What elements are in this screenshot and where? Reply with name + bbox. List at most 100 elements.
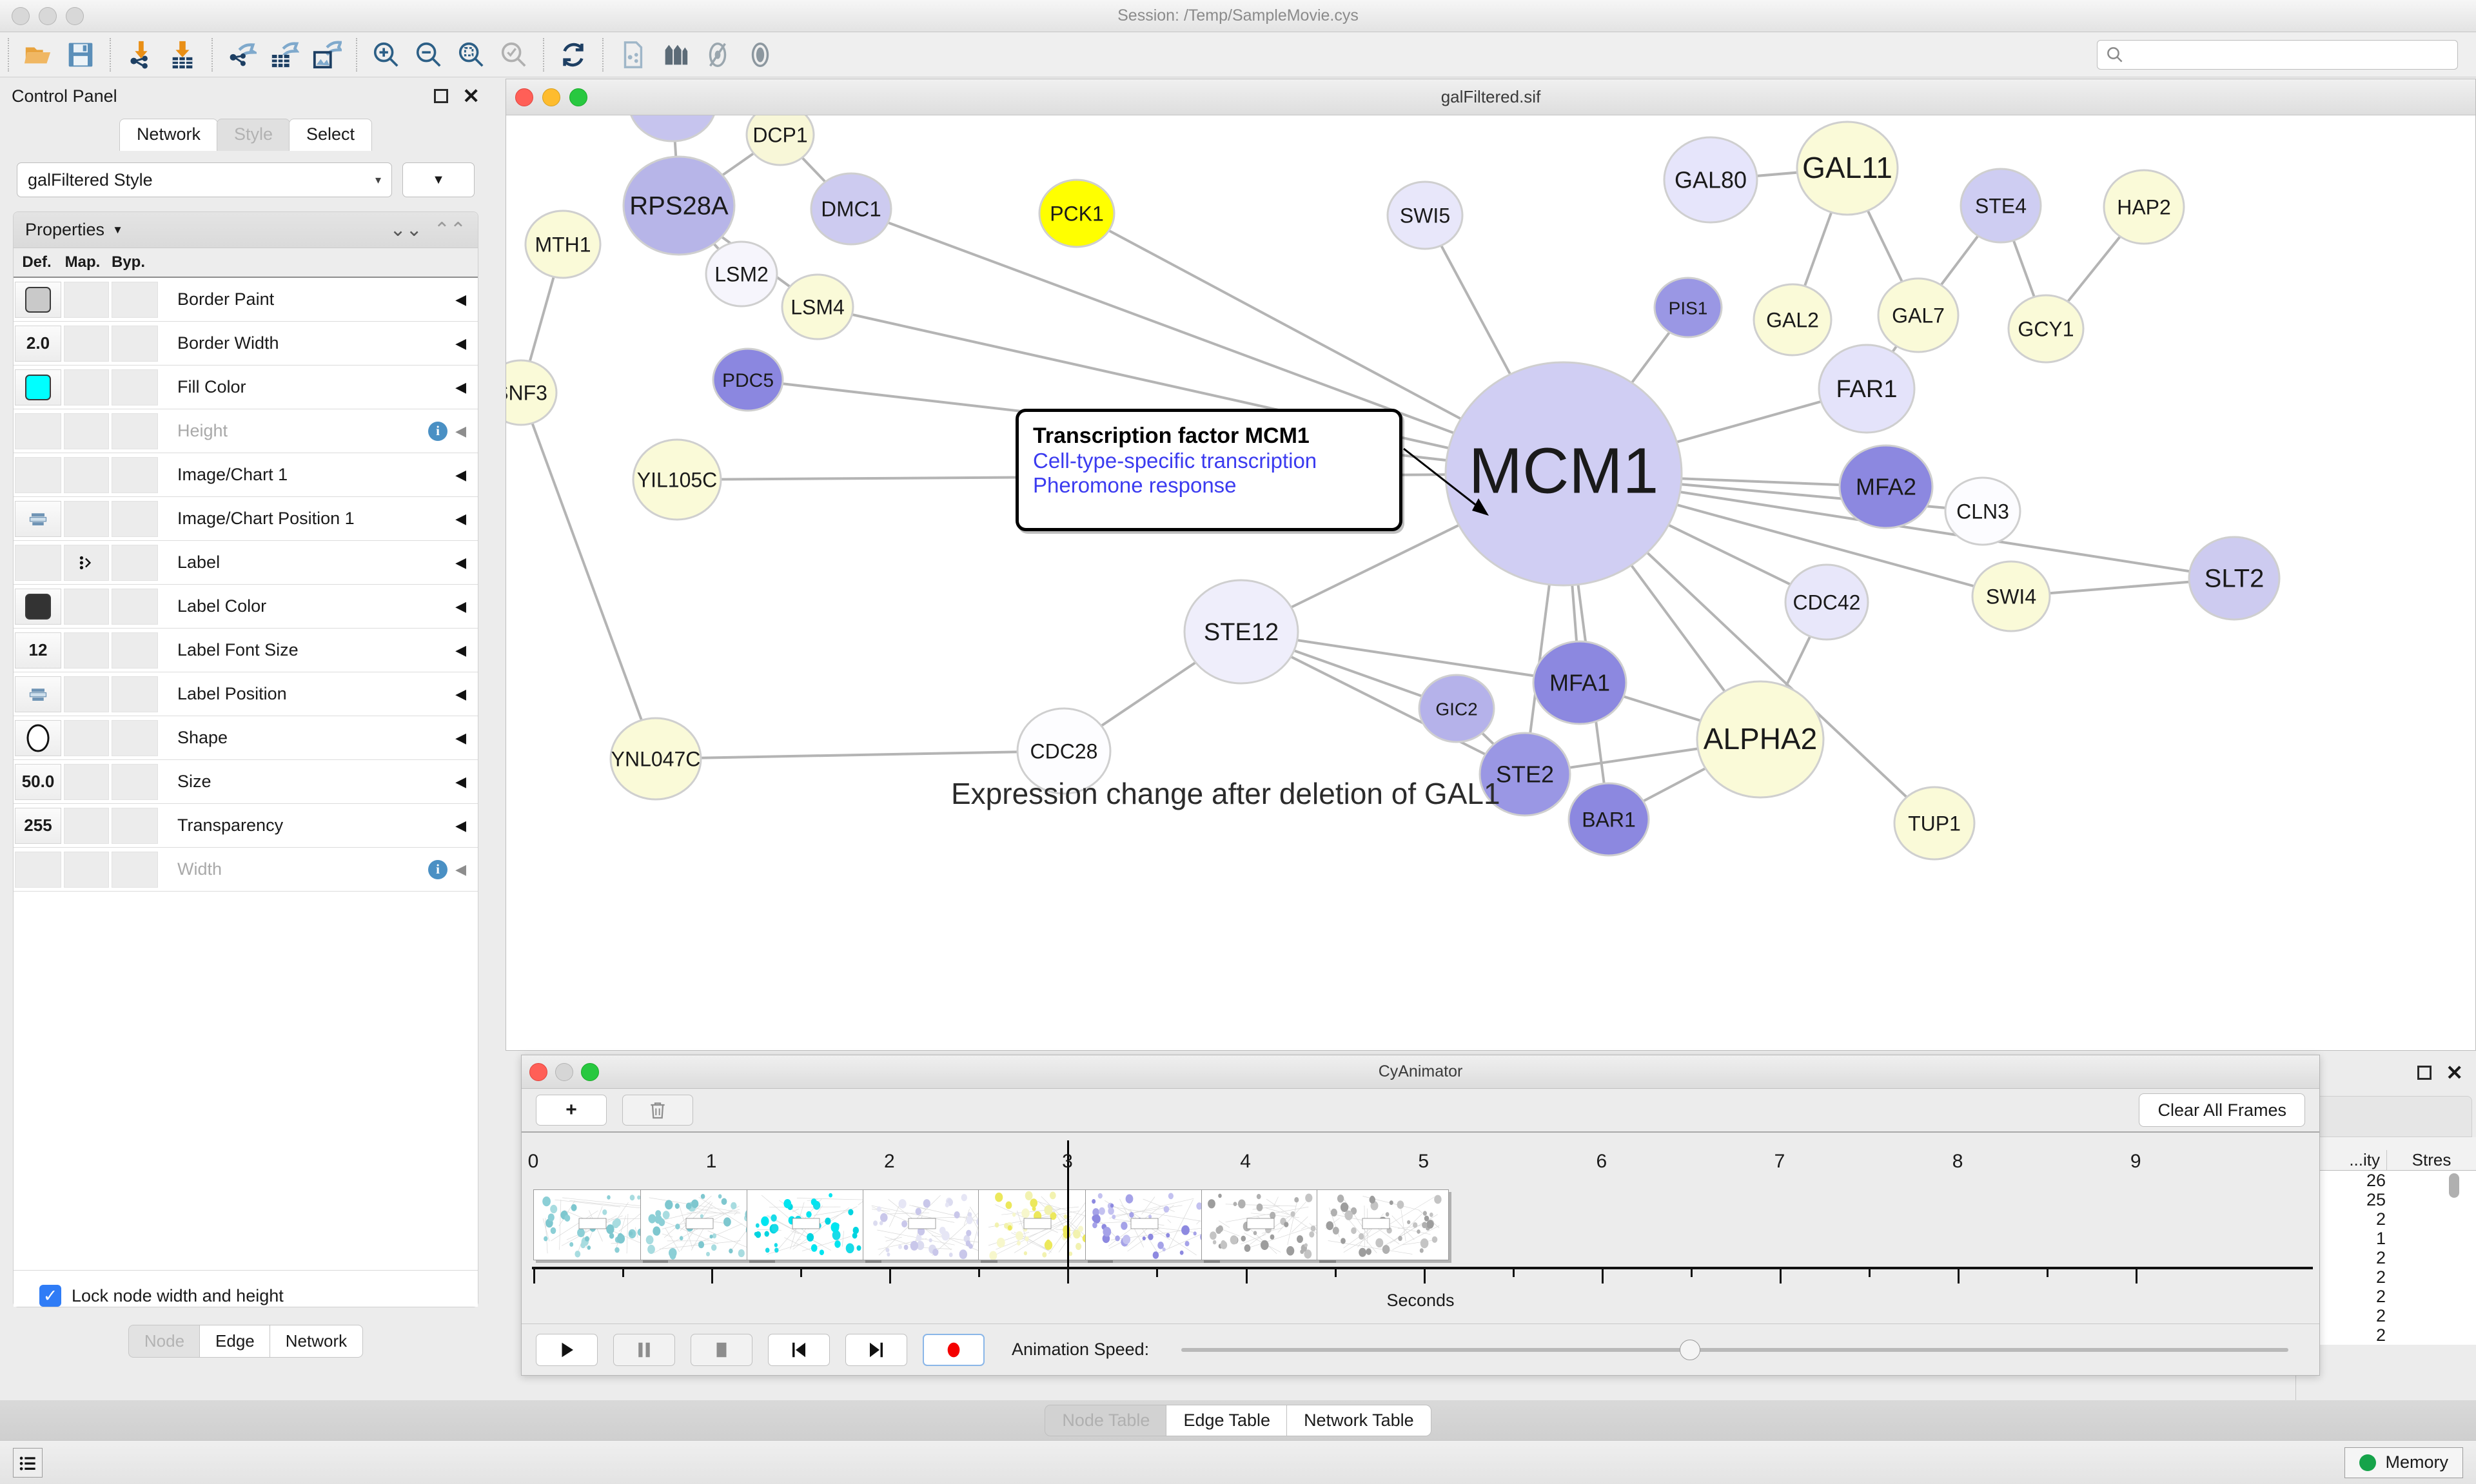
network-node[interactable]: CLN3 <box>1944 476 2021 546</box>
network-node[interactable]: YNL047C <box>609 717 702 801</box>
tab-network-table[interactable]: Network Table <box>1286 1404 1431 1436</box>
network-node[interactable]: GIC2 <box>1418 674 1495 743</box>
zoom-out-icon[interactable] <box>408 36 450 73</box>
network-node[interactable]: GAL80 <box>1663 136 1758 224</box>
table-row[interactable]: 1 <box>2375 1229 2386 1248</box>
table-column-centrality[interactable]: ...ity <box>2349 1150 2380 1169</box>
expand-arrow-icon[interactable]: ◀ <box>455 598 466 614</box>
property-bypass-cell[interactable] <box>112 851 158 888</box>
color-swatch[interactable] <box>25 593 51 620</box>
property-bypass-cell[interactable] <box>112 763 158 800</box>
network-node[interactable]: SWI5 <box>1386 181 1464 250</box>
network-node[interactable]: PIS1 <box>1653 277 1723 338</box>
timeline-frame[interactable] <box>1085 1189 1218 1260</box>
expand-arrow-icon[interactable]: ◀ <box>455 422 466 439</box>
window-traffic-lights[interactable] <box>12 6 84 25</box>
property-row[interactable]: Image/Chart 1 ◀ <box>14 453 478 497</box>
network-nodes[interactable]: RPS28B DCP1 RPS28A DMC1 PCK1 SWI5 GAL80 GAL11 ST… <box>506 115 2281 861</box>
network-node[interactable]: CDC42 <box>1784 563 1869 641</box>
property-bypass-cell[interactable] <box>112 500 158 537</box>
network-node[interactable]: GAL11 <box>1796 121 1899 216</box>
property-bypass-cell[interactable] <box>112 719 158 756</box>
property-mapping-cell[interactable] <box>64 851 109 888</box>
expand-arrow-icon[interactable]: ◀ <box>455 378 466 395</box>
stop-button[interactable] <box>691 1333 752 1366</box>
expand-arrow-icon[interactable]: ◀ <box>455 641 466 658</box>
zoom-fit-selected-icon[interactable] <box>450 36 493 73</box>
property-default-cell[interactable] <box>15 281 61 318</box>
collapse-all-icon[interactable]: ⌄⌄ <box>389 219 422 240</box>
play-button[interactable] <box>536 1333 598 1366</box>
zoom-in-icon[interactable] <box>365 36 408 73</box>
layout-icon[interactable] <box>654 36 696 73</box>
annotation-box[interactable]: Transcription factor MCM1 Cell-type-spec… <box>1016 409 1402 531</box>
style-options-button[interactable]: ▼ <box>402 162 475 197</box>
network-node[interactable]: RPS28A <box>622 155 736 256</box>
property-row[interactable]: Fill Color ◀ <box>14 366 478 409</box>
property-mapping-cell[interactable] <box>64 632 109 669</box>
property-mapping-cell[interactable] <box>64 456 109 493</box>
cp-tab-edge[interactable]: Edge <box>199 1324 271 1358</box>
expand-arrow-icon[interactable]: ◀ <box>455 729 466 746</box>
hide-icon[interactable] <box>696 36 739 73</box>
expand-arrow-icon[interactable]: ◀ <box>455 510 466 527</box>
network-node[interactable]: PDC5 <box>712 347 784 412</box>
network-node[interactable]: HAP2 <box>2103 169 2185 245</box>
network-canvas[interactable]: RPS28B DCP1 RPS28A DMC1 PCK1 SWI5 GAL80 GAL11 ST… <box>506 115 2475 1050</box>
property-default-cell[interactable]: 255 <box>15 807 61 844</box>
property-row[interactable]: 12 Label Font Size ◀ <box>14 629 478 672</box>
network-node[interactable]: LSM2 <box>705 240 778 308</box>
property-default-cell[interactable] <box>15 719 61 756</box>
property-mapping-cell[interactable] <box>64 676 109 712</box>
record-button[interactable] <box>923 1333 985 1366</box>
network-node[interactable]: STE12 <box>1183 579 1299 685</box>
cp-tab-network[interactable]: Network <box>269 1324 364 1358</box>
table-row[interactable]: 2 <box>2375 1267 2386 1287</box>
expand-arrow-icon[interactable]: ◀ <box>455 773 466 790</box>
property-mapping-cell[interactable] <box>64 413 109 449</box>
network-node[interactable]: DMC1 <box>810 172 892 246</box>
expand-arrow-icon[interactable]: ◀ <box>455 685 466 702</box>
export-image-icon[interactable] <box>306 36 348 73</box>
table-row[interactable]: 2 <box>2375 1325 2386 1345</box>
property-mapping-cell[interactable] <box>64 763 109 800</box>
property-row[interactable]: Width i ◀ <box>14 848 478 892</box>
network-node[interactable]: GAL2 <box>1753 283 1832 356</box>
property-row[interactable]: Shape ◀ <box>14 716 478 760</box>
slider-knob[interactable] <box>1679 1339 1700 1360</box>
tab-edge-table[interactable]: Edge Table <box>1166 1404 1288 1436</box>
info-icon[interactable]: i <box>428 421 448 441</box>
tab-style[interactable]: Style <box>216 119 290 151</box>
minimize-window-button[interactable] <box>39 6 57 25</box>
property-default-cell[interactable]: 12 <box>15 632 61 669</box>
show-icon[interactable] <box>739 36 781 73</box>
lock-node-checkbox[interactable]: ✓ <box>39 1285 61 1307</box>
expand-arrow-icon[interactable]: ◀ <box>455 466 466 483</box>
property-mapping-cell[interactable] <box>64 807 109 844</box>
close-window-button[interactable] <box>529 1062 547 1081</box>
network-node[interactable]: MTH1 <box>524 210 602 279</box>
property-row[interactable]: 255 Transparency ◀ <box>14 804 478 848</box>
property-bypass-cell[interactable] <box>112 369 158 405</box>
property-bypass-cell[interactable] <box>112 281 158 318</box>
network-node[interactable]: SWI4 <box>1971 560 2051 632</box>
network-node[interactable]: GCY1 <box>2007 294 2085 364</box>
property-bypass-cell[interactable] <box>112 456 158 493</box>
color-swatch[interactable] <box>25 286 51 313</box>
property-row[interactable]: Height i ◀ <box>14 409 478 453</box>
property-row[interactable]: Label Position ◀ <box>14 672 478 716</box>
minimize-window-button[interactable] <box>542 88 560 106</box>
float-panel-icon[interactable] <box>2417 1066 2432 1080</box>
refresh-icon[interactable] <box>552 36 594 73</box>
animation-speed-slider[interactable] <box>1181 1339 2288 1360</box>
property-row[interactable]: Label ◀ <box>14 541 478 585</box>
close-icon[interactable]: ✕ <box>2446 1061 2463 1084</box>
cyanimator-timeline[interactable]: 0 1 2 3 4 5 6 7 8 9 Seconds <box>522 1133 2319 1320</box>
close-window-button[interactable] <box>12 6 30 25</box>
property-default-cell[interactable] <box>15 413 61 449</box>
property-mapping-cell[interactable] <box>64 369 109 405</box>
import-table-icon[interactable] <box>161 36 204 73</box>
open-folder-icon[interactable] <box>17 36 59 73</box>
property-bypass-cell[interactable] <box>112 413 158 449</box>
skip-back-button[interactable] <box>768 1333 830 1366</box>
